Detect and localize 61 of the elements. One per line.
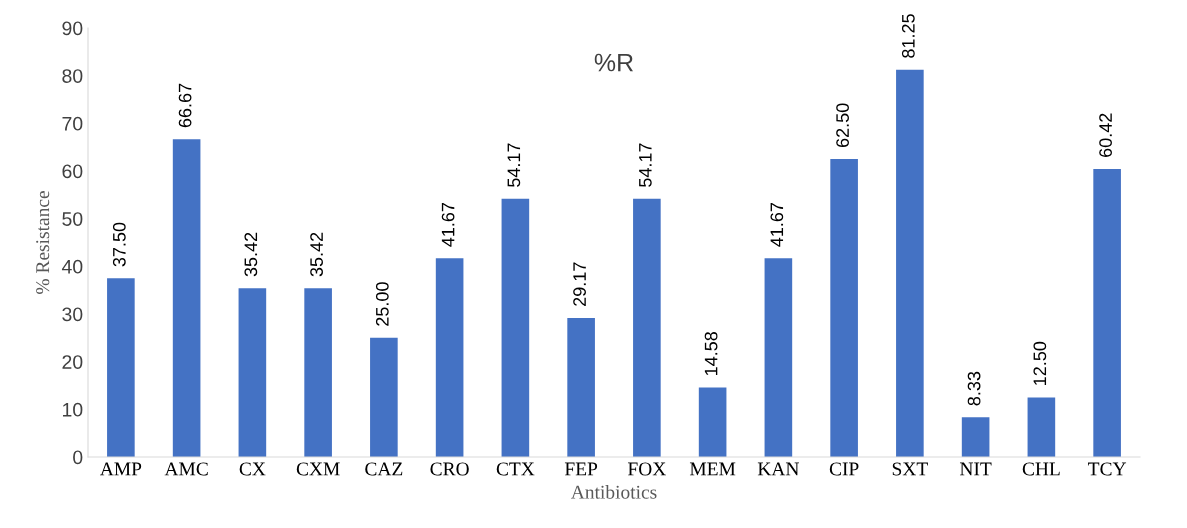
bar bbox=[1093, 169, 1121, 457]
bar bbox=[764, 258, 793, 457]
data-label: 35.42 bbox=[310, 232, 323, 277]
bar bbox=[698, 387, 727, 457]
x-tick-label: CAZ bbox=[365, 462, 403, 476]
bar bbox=[304, 288, 332, 457]
bar bbox=[435, 258, 464, 457]
bar bbox=[501, 198, 530, 457]
bar bbox=[830, 159, 858, 457]
y-tick-label: 40 bbox=[61, 259, 83, 274]
x-tick-label: CHL bbox=[1022, 462, 1060, 476]
x-tick-label: MEM bbox=[689, 462, 736, 476]
bar bbox=[961, 417, 990, 457]
y-tick-label: 0 bbox=[73, 450, 83, 465]
y-tick-label: 30 bbox=[62, 307, 83, 322]
x-tick-label: KAN bbox=[757, 462, 799, 476]
x-tick-label: CX bbox=[239, 462, 266, 476]
data-label: 54.17 bbox=[507, 143, 521, 187]
data-label: 62.50 bbox=[836, 103, 849, 148]
data-label: 66.67 bbox=[178, 83, 192, 128]
data-label: 25.00 bbox=[375, 282, 389, 326]
x-tick-label: TCY bbox=[1088, 462, 1127, 476]
data-label: 81.25 bbox=[901, 14, 915, 58]
y-tick-label: 90 bbox=[62, 21, 83, 36]
data-label: 54.17 bbox=[639, 143, 652, 187]
data-label: 29.17 bbox=[573, 262, 586, 306]
y-tick-label: 20 bbox=[62, 355, 83, 369]
x-tick-label: FEP bbox=[564, 462, 598, 476]
y-tick-label: 80 bbox=[62, 69, 83, 83]
y-tick-label: 60 bbox=[62, 164, 83, 179]
x-tick-label: AMC bbox=[164, 462, 208, 476]
x-tick-label: CIP bbox=[829, 462, 859, 476]
data-label: 8.33 bbox=[967, 371, 981, 406]
x-axis-title: Antibiotics bbox=[570, 485, 657, 499]
y-tick-label: 10 bbox=[63, 402, 83, 417]
x-tick-label: FOX bbox=[627, 462, 666, 476]
y-tick-label: 50 bbox=[62, 212, 83, 226]
bar bbox=[567, 317, 595, 457]
data-label: 12.50 bbox=[1033, 341, 1047, 385]
bar bbox=[1027, 397, 1056, 457]
data-label: 60.42 bbox=[1099, 113, 1112, 157]
text: %R bbox=[594, 53, 633, 72]
bar bbox=[238, 288, 267, 457]
bar bbox=[633, 198, 661, 457]
x-tick-label: CRO bbox=[430, 462, 469, 476]
x-tick-label: CXM bbox=[296, 462, 340, 476]
x-tick-label: CTX bbox=[496, 462, 535, 476]
bar bbox=[370, 337, 398, 457]
x-tick-label: NIT bbox=[959, 462, 992, 476]
y-axis-title: % Resistance bbox=[36, 191, 50, 294]
bar bbox=[896, 69, 924, 457]
data-label: 14.58 bbox=[704, 331, 718, 376]
data-label: 41.67 bbox=[441, 202, 455, 247]
data-label: 37.50 bbox=[112, 222, 126, 267]
bar bbox=[172, 139, 201, 457]
data-label: 41.67 bbox=[770, 202, 784, 247]
x-tick-label: AMP bbox=[99, 462, 142, 476]
y-tick-label: 70 bbox=[62, 116, 83, 131]
x-tick-label: SXT bbox=[892, 462, 928, 476]
bar bbox=[107, 278, 135, 457]
data-label: 35.42 bbox=[244, 232, 258, 277]
